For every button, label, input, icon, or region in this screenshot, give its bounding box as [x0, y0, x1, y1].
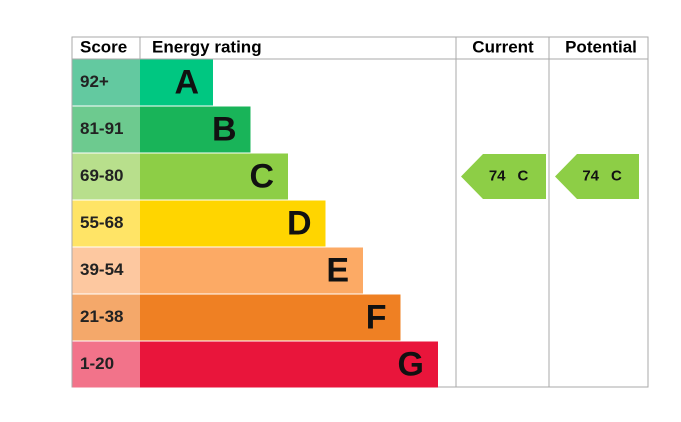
- header-score: Score: [80, 37, 127, 56]
- score-cell: [72, 106, 140, 153]
- score-label: 1-20: [80, 354, 114, 373]
- current-value: 74: [489, 167, 506, 184]
- band-letter: G: [398, 345, 424, 383]
- rating-bar: [140, 341, 438, 388]
- potential-value: 74: [582, 167, 599, 184]
- band-letter: D: [287, 204, 312, 242]
- current-band: C: [518, 167, 529, 184]
- score-label: 81-91: [80, 119, 123, 138]
- potential-band: C: [611, 167, 622, 184]
- rating-bar: [140, 294, 401, 341]
- band-letter: B: [212, 110, 237, 148]
- score-cell: [72, 247, 140, 294]
- rating-bar: [140, 200, 326, 247]
- rating-bar: [140, 106, 251, 153]
- band-letter: A: [174, 63, 199, 101]
- rating-bar: [140, 153, 288, 200]
- band-letter: E: [326, 251, 349, 289]
- rating-bar: [140, 59, 213, 106]
- header-rating: Energy rating: [152, 37, 262, 56]
- rating-bar: [140, 247, 363, 294]
- score-cell: [72, 200, 140, 247]
- current-arrow: [461, 154, 546, 199]
- score-cell: [72, 294, 140, 341]
- score-label: 69-80: [80, 166, 123, 185]
- score-label: 21-38: [80, 307, 123, 326]
- score-cell: [72, 153, 140, 200]
- score-label: 55-68: [80, 213, 123, 232]
- band-letter: C: [249, 157, 274, 195]
- score-cell: [72, 59, 140, 106]
- band-letter: F: [366, 298, 387, 336]
- potential-arrow: [555, 154, 639, 199]
- header-potential: Potential: [565, 37, 637, 56]
- score-cell: [72, 341, 140, 388]
- score-label: 39-54: [80, 260, 124, 279]
- score-label: 92+: [80, 72, 109, 91]
- header-current: Current: [472, 37, 534, 56]
